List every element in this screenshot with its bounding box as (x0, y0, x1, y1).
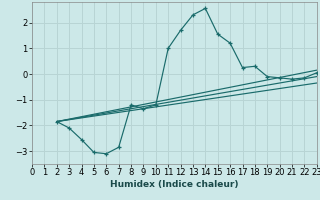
X-axis label: Humidex (Indice chaleur): Humidex (Indice chaleur) (110, 180, 239, 189)
